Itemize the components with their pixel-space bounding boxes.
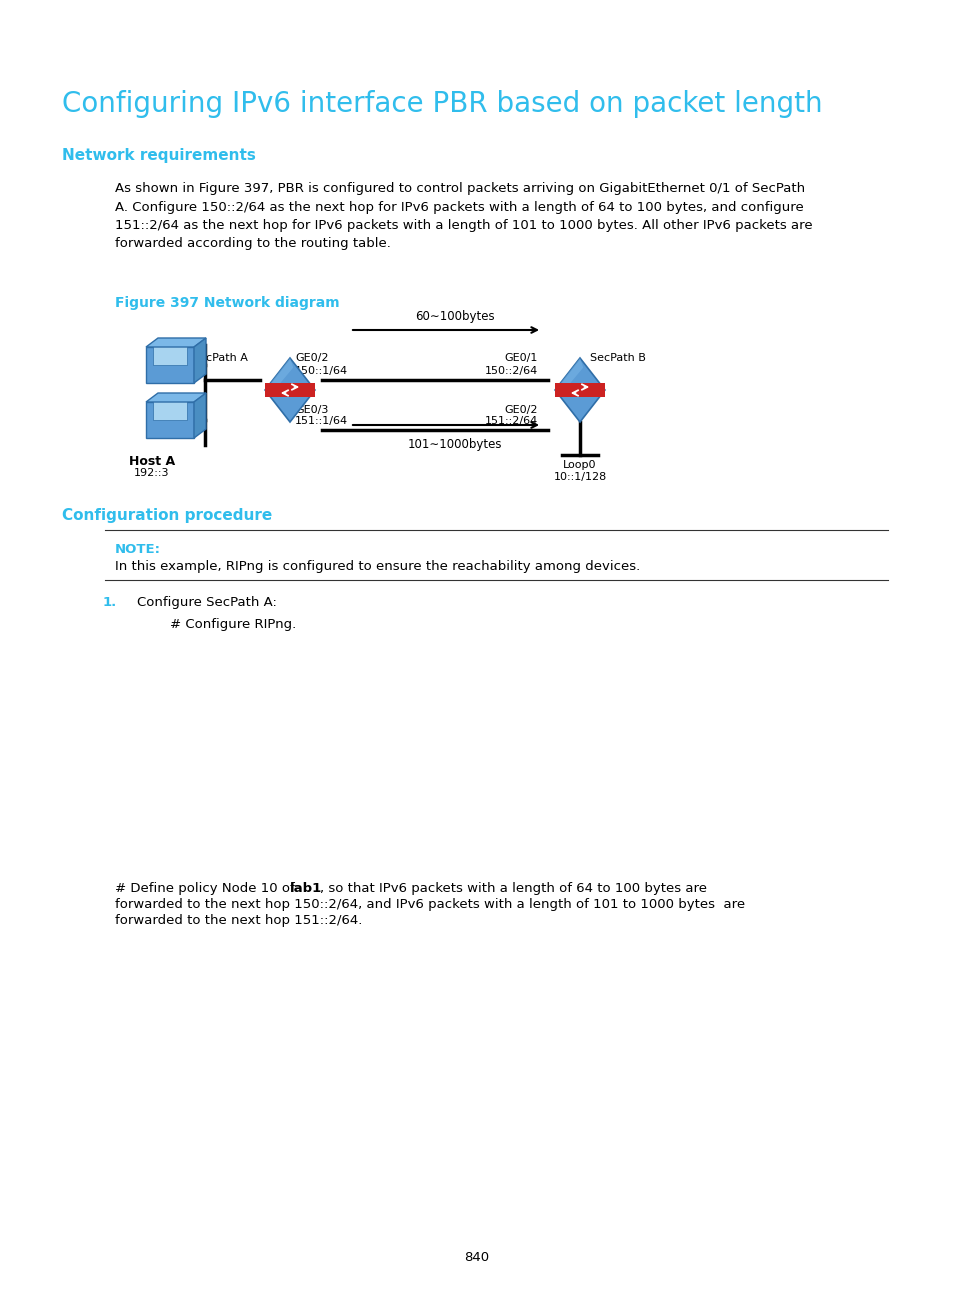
Text: 150::2/64: 150::2/64 (484, 365, 537, 376)
Text: Figure 397 Network diagram: Figure 397 Network diagram (115, 295, 339, 310)
Polygon shape (265, 358, 314, 422)
Text: NOTE:: NOTE: (115, 543, 161, 556)
Text: 1.: 1. (103, 596, 117, 609)
Text: lab1: lab1 (290, 883, 322, 896)
Text: GE0/2: GE0/2 (294, 353, 328, 363)
Text: 192::3: 192::3 (134, 468, 170, 478)
Text: forwarded to the next hop 151::2/64.: forwarded to the next hop 151::2/64. (115, 914, 362, 927)
Text: SecPath B: SecPath B (589, 353, 645, 363)
Polygon shape (555, 358, 582, 390)
Text: As shown in Figure 397, PBR is configured to control packets arriving on Gigabit: As shown in Figure 397, PBR is configure… (115, 181, 812, 250)
FancyBboxPatch shape (146, 347, 193, 384)
Text: 192::1/64: 192::1/64 (147, 416, 200, 426)
Text: SecPath A: SecPath A (192, 353, 248, 363)
Text: Configure SecPath A:: Configure SecPath A: (137, 596, 276, 609)
Text: Host A: Host A (129, 455, 175, 468)
Text: GE0/1: GE0/1 (167, 404, 200, 415)
Polygon shape (146, 338, 206, 347)
Polygon shape (555, 358, 604, 422)
Polygon shape (193, 393, 206, 438)
Text: 151::2/64: 151::2/64 (484, 416, 537, 426)
Polygon shape (146, 393, 206, 402)
Text: # Define policy Node 10 of: # Define policy Node 10 of (115, 883, 298, 896)
Text: 151::1/64: 151::1/64 (294, 416, 348, 426)
FancyBboxPatch shape (153, 400, 187, 420)
Text: 150::1/64: 150::1/64 (294, 365, 348, 376)
Text: GE0/1: GE0/1 (504, 353, 537, 363)
Text: forwarded to the next hop 150::2/64, and IPv6 packets with a length of 101 to 10: forwarded to the next hop 150::2/64, and… (115, 898, 744, 911)
Text: Network requirements: Network requirements (62, 148, 255, 163)
Text: In this example, RIPng is configured to ensure the reachability among devices.: In this example, RIPng is configured to … (115, 560, 639, 573)
FancyBboxPatch shape (146, 402, 193, 438)
Text: 840: 840 (464, 1251, 489, 1264)
Text: 60∼100bytes: 60∼100bytes (415, 310, 495, 323)
Text: GE0/2: GE0/2 (504, 404, 537, 415)
Polygon shape (193, 338, 206, 384)
Text: Configuring IPv6 interface PBR based on packet length: Configuring IPv6 interface PBR based on … (62, 89, 821, 118)
Text: , so that IPv6 packets with a length of 64 to 100 bytes are: , so that IPv6 packets with a length of … (319, 883, 706, 896)
Text: GE0/3: GE0/3 (294, 404, 328, 415)
Text: Configuration procedure: Configuration procedure (62, 508, 272, 524)
Polygon shape (265, 382, 314, 397)
Text: 101∼1000bytes: 101∼1000bytes (407, 438, 501, 451)
Text: 10::1/128: 10::1/128 (553, 472, 606, 482)
Text: # Configure RIPng.: # Configure RIPng. (170, 618, 296, 631)
Polygon shape (265, 358, 293, 390)
FancyBboxPatch shape (153, 345, 187, 365)
Text: Loop0: Loop0 (562, 460, 597, 470)
Polygon shape (555, 382, 604, 397)
